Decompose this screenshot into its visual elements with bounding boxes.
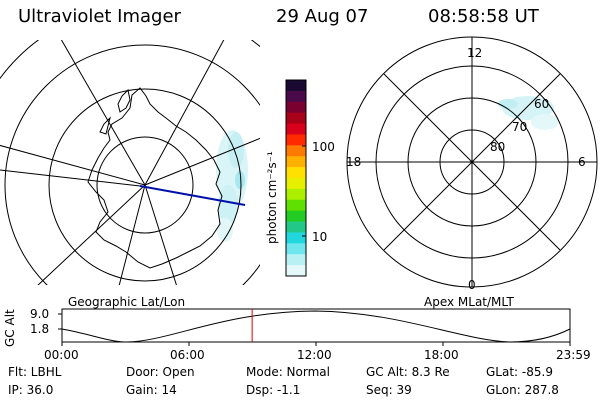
colorbar-swatch bbox=[286, 265, 306, 277]
info-glon: GLon: 287.8 bbox=[486, 383, 559, 397]
info-gain: Gain: 14 bbox=[126, 383, 177, 397]
colorbar-swatch bbox=[286, 254, 306, 266]
info-filter: Flt: LBHL bbox=[8, 365, 62, 379]
altitude-timeline bbox=[58, 308, 571, 346]
colorbar-swatch bbox=[286, 90, 306, 103]
mlat-label-70: 70 bbox=[512, 120, 528, 134]
timeline-xtick-end: 23:59 bbox=[556, 348, 591, 362]
satellite-track bbox=[139, 185, 246, 206]
colorbar-swatch bbox=[286, 112, 306, 125]
magnetic-map bbox=[346, 36, 598, 288]
colorbar-swatch bbox=[286, 232, 306, 244]
geo-panel-label: Geographic Lat/Lon bbox=[68, 295, 186, 309]
colorbar-swatch bbox=[286, 101, 306, 114]
timeline-xtick-6: 06:00 bbox=[170, 348, 205, 362]
date-label: 29 Aug 07 bbox=[276, 6, 369, 27]
coastline bbox=[87, 87, 223, 269]
info-glat: GLat: -85.9 bbox=[486, 365, 553, 379]
timeline-ytick-1.8: 1.8 bbox=[30, 322, 50, 336]
time-label: 08:58:58 UT bbox=[428, 6, 539, 27]
mlat-label-80: 80 bbox=[490, 140, 506, 154]
mag-panel-label: Apex MLat/MLT bbox=[424, 295, 514, 309]
colorbar-tick-100: 100 bbox=[312, 140, 335, 154]
colorbar-swatch bbox=[286, 243, 306, 255]
colorbar-swatch bbox=[286, 188, 306, 201]
info-dsp: Dsp: -1.1 bbox=[246, 383, 301, 397]
info-mode: Mode: Normal bbox=[246, 365, 330, 379]
colorbar-ticks bbox=[302, 145, 306, 237]
aurora-emission-geo bbox=[216, 130, 248, 242]
colorbar-swatch bbox=[286, 134, 306, 146]
timeline-xtick-0: 00:00 bbox=[44, 348, 79, 362]
geo-latitude-circles bbox=[0, 40, 260, 285]
mlat-label-60: 60 bbox=[534, 97, 550, 111]
colorbar-swatch bbox=[286, 210, 306, 223]
colorbar-swatch bbox=[286, 167, 306, 179]
geo-meridians bbox=[0, 40, 260, 285]
colorbar-swatch bbox=[286, 221, 306, 233]
colorbar-swatch bbox=[286, 123, 306, 135]
colorbar-frame bbox=[285, 79, 307, 277]
terminator-line bbox=[0, 169, 141, 187]
color-scale-bar bbox=[285, 79, 307, 277]
mlt-label-18: 18 bbox=[346, 155, 362, 169]
geographic-map bbox=[0, 40, 260, 285]
timeline-ytick-9: 9.0 bbox=[30, 307, 50, 321]
colorbar-unit-label: photon cm⁻²s⁻¹ bbox=[265, 151, 279, 244]
mlt-label-12: 12 bbox=[467, 46, 483, 60]
colorbar-swatch bbox=[286, 156, 306, 168]
mlt-label-6: 6 bbox=[578, 155, 586, 169]
colorbar-swatch bbox=[286, 199, 306, 212]
colorbar-tick-10: 10 bbox=[312, 230, 328, 244]
timeline-xtick-18: 18:00 bbox=[424, 348, 459, 362]
timeline-xtick-12: 12:00 bbox=[297, 348, 332, 362]
info-ip: IP: 36.0 bbox=[8, 383, 54, 397]
colorbar-swatch bbox=[286, 178, 306, 190]
info-gc-alt: GC Alt: 8.3 Re bbox=[366, 365, 450, 379]
info-seq: Seq: 39 bbox=[366, 383, 412, 397]
colorbar-swatch bbox=[286, 80, 306, 92]
instrument-title: Ultraviolet Imager bbox=[18, 6, 181, 27]
timeline-ylabel: GC Alt bbox=[3, 309, 17, 347]
info-door: Door: Open bbox=[126, 365, 195, 379]
colorbar-swatch bbox=[286, 145, 306, 157]
mlt-label-0: 0 bbox=[468, 278, 476, 292]
